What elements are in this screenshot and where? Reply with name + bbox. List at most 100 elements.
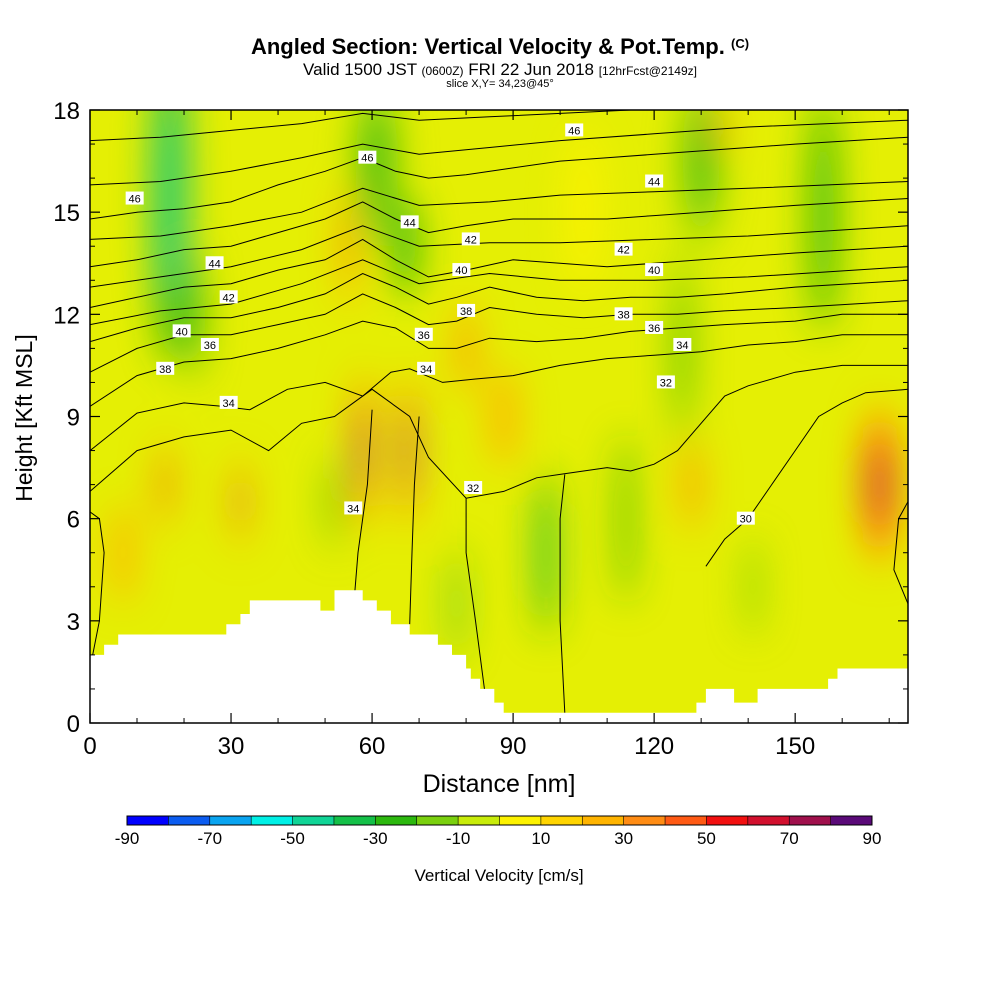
theta-contour-line xyxy=(90,313,908,407)
x-tick-label: 0 xyxy=(83,733,96,760)
contour-label-box xyxy=(736,511,755,525)
x-tick-label: 150 xyxy=(775,733,815,760)
contour-label-box xyxy=(673,337,692,351)
chart-subtitle: Valid 1500 JST (0600Z) FRI 22 Jun 2018 [… xyxy=(303,60,697,79)
contour-label: 38 xyxy=(617,309,629,321)
x-axis-label: Distance [nm] xyxy=(423,770,576,798)
colorbar-swatch xyxy=(499,816,542,825)
velocity-cell xyxy=(330,470,339,533)
colorbar-swatch xyxy=(830,816,873,825)
contour-label: 40 xyxy=(455,265,467,277)
colorbar-swatch xyxy=(416,816,459,825)
contour-label: 46 xyxy=(129,194,141,206)
contour-labels: 46 44 42 40 36 38 34 46 44 42 40 38 36 34 46 44 42 40 38 36… xyxy=(125,123,755,526)
contour-label-box xyxy=(464,481,483,495)
colorbar-swatch xyxy=(540,816,583,825)
contour-label-box xyxy=(156,361,175,375)
colorbar-swatch xyxy=(251,816,293,825)
y-tick-label: 3 xyxy=(67,609,80,636)
contour-label-box xyxy=(344,501,363,515)
contour-label-box xyxy=(400,215,419,229)
velocity-cell xyxy=(111,501,135,604)
velocity-cell xyxy=(540,501,552,604)
velocity-cell xyxy=(453,568,460,640)
velocity-cell xyxy=(715,111,725,143)
contour-label: 42 xyxy=(617,245,629,257)
colorbar-tick-label: 30 xyxy=(614,829,633,848)
contour-label-box xyxy=(452,263,471,277)
colorbar-swatch xyxy=(375,816,418,825)
x-tick-label: 120 xyxy=(634,733,674,760)
contour-label: 34 xyxy=(223,398,235,410)
theta-contour-line xyxy=(90,198,908,268)
colorbar-swatch xyxy=(665,816,707,825)
contour-label-box xyxy=(125,191,144,205)
colorbar-tick-label: 70 xyxy=(780,829,799,848)
colorbar: -90 -70 -50 -30 -10 10 30 50 70 90 xyxy=(115,815,882,848)
colorbar-swatch xyxy=(623,816,666,825)
contour-label-box xyxy=(457,303,476,317)
contour-label: 36 xyxy=(204,340,216,352)
colorbar-swatch xyxy=(582,816,624,825)
y-axis-label: Height [Kft MSL] xyxy=(11,334,37,501)
contour-label: 36 xyxy=(418,330,430,342)
contour-label-box xyxy=(205,256,224,270)
theta-contour-line xyxy=(893,501,908,604)
theta-contour-line xyxy=(90,110,631,142)
contour-label: 40 xyxy=(176,326,188,338)
contour-label: 32 xyxy=(467,483,479,495)
velocity-cell xyxy=(567,127,601,298)
velocity-cell xyxy=(344,205,353,288)
velocity-cell xyxy=(162,462,168,507)
velocity-cell xyxy=(237,479,243,524)
contour-label: 44 xyxy=(208,258,220,270)
x-tick-label: 60 xyxy=(359,733,386,760)
colorbar-swatch xyxy=(706,816,749,825)
contour-label-box xyxy=(565,123,584,137)
colorbar-swatch xyxy=(789,816,831,825)
velocity-field xyxy=(111,110,899,664)
colorbar-swatch xyxy=(747,816,790,825)
theta-contour-line xyxy=(559,474,566,713)
y-tick-label: 12 xyxy=(53,302,80,329)
contour-label: 42 xyxy=(465,234,477,246)
theta-contour-line xyxy=(409,416,420,625)
contour-label-box xyxy=(645,263,664,277)
colorbar-tick-label: 90 xyxy=(863,829,882,848)
contour-label-box xyxy=(614,307,633,321)
velocity-cell xyxy=(873,456,887,513)
theta-contour-line xyxy=(705,388,908,567)
velocity-cell xyxy=(359,422,366,479)
terrain xyxy=(90,590,908,723)
theta-contour-line xyxy=(90,136,908,220)
theta-contour-line xyxy=(90,364,908,499)
contour-label: 34 xyxy=(347,503,359,515)
velocity-cell xyxy=(489,365,518,468)
y-tick-label: 9 xyxy=(67,405,80,432)
chart-title: Angled Section: Vertical Velocity & Pot.… xyxy=(250,34,750,59)
contour-label-box xyxy=(358,150,377,164)
colorbar-tick-label: 10 xyxy=(531,829,550,848)
contour-label-box xyxy=(417,361,436,375)
contour-label-box xyxy=(645,174,664,188)
contour-label: 32 xyxy=(660,377,672,389)
contour-label: 44 xyxy=(648,177,660,189)
contour-label: 44 xyxy=(404,217,416,229)
colorbar-swatch xyxy=(333,816,376,825)
theta-contour-line xyxy=(465,498,486,693)
theta-contour-line xyxy=(90,272,908,343)
velocity-cell xyxy=(460,317,472,380)
contour-label-box xyxy=(461,232,480,246)
colorbar-swatch xyxy=(292,816,335,825)
contour-label: 40 xyxy=(648,265,660,277)
theta-contour-line xyxy=(352,409,373,611)
theta-contour-line xyxy=(90,119,908,186)
colorbar-swatch xyxy=(209,816,252,825)
contour-label: 38 xyxy=(159,364,171,376)
colorbar-label: Vertical Velocity [cm/s] xyxy=(414,866,583,885)
velocity-cell xyxy=(406,422,413,479)
contour-label-box xyxy=(414,327,433,341)
contour-label-box xyxy=(219,395,238,409)
